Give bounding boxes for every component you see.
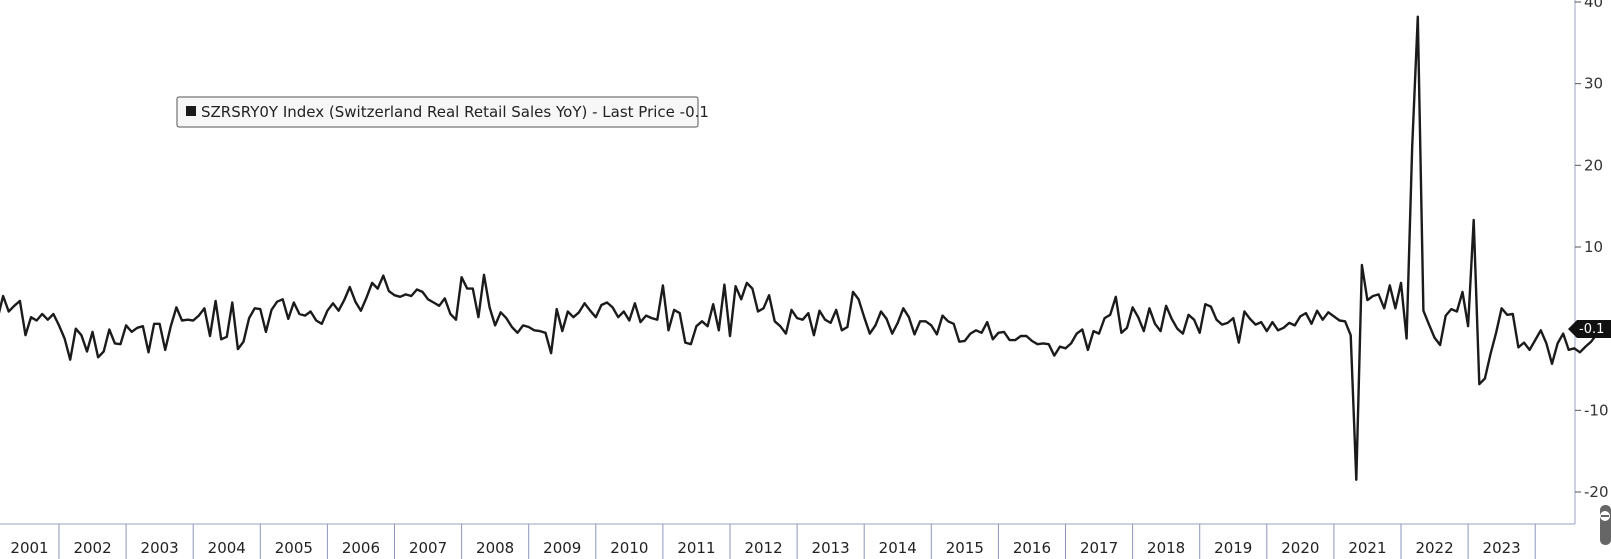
x-tick-label: 2010	[610, 539, 648, 557]
x-tick-label: 2007	[409, 539, 447, 557]
last-price-tag-shape	[1568, 320, 1611, 338]
x-tick-label: 2001	[10, 539, 48, 557]
x-tick-label: 2020	[1281, 539, 1319, 557]
y-tick-label: -10	[1584, 401, 1609, 419]
x-tick-label: 2019	[1214, 539, 1252, 557]
last-price-tag: -0.1	[1568, 320, 1611, 338]
x-tick-label: 2017	[1080, 539, 1118, 557]
x-tick-label: 2016	[1013, 539, 1051, 557]
x-tick-label: 2012	[744, 539, 782, 557]
legend-box	[176, 96, 699, 128]
y-tick-label: 20	[1584, 156, 1603, 174]
y-tick-label: 10	[1584, 238, 1603, 256]
x-tick-label: 2022	[1415, 539, 1453, 557]
last-price-label: -0.1	[1579, 322, 1604, 337]
x-tick-label: 2004	[208, 539, 246, 557]
y-axis: -20 -10 10 20 30 40	[1574, 0, 1609, 524]
x-tick-label: 2013	[812, 539, 850, 557]
x-axis: 2001 2002 2003 2004 2005 2006 2007 2008 2009 2010…	[0, 523, 1575, 559]
series-layer	[0, 15, 1611, 481]
collapse-icon[interactable]	[1600, 505, 1611, 545]
x-tick-label: 2009	[543, 539, 581, 557]
x-tick-label: 2015	[946, 539, 984, 557]
legend-swatch-icon	[186, 106, 196, 116]
x-tick-label: 2011	[677, 539, 715, 557]
series-line	[0, 15, 1611, 481]
legend[interactable]: SZRSRY0Y Index (Switzerland Real Retail …	[176, 96, 709, 128]
legend-label: SZRSRY0Y Index (Switzerland Real Retail …	[201, 103, 709, 121]
x-tick-label: 2018	[1147, 539, 1185, 557]
x-tick-label: 2003	[141, 539, 179, 557]
y-tick-label: 40	[1584, 0, 1603, 11]
x-tick-label: 2006	[342, 539, 380, 557]
y-tick-label: 30	[1584, 75, 1603, 93]
x-tick-label: 2005	[275, 539, 313, 557]
x-tick-label: 2021	[1348, 539, 1386, 557]
y-tick-label: -20	[1584, 483, 1609, 501]
x-tick-label: 2014	[879, 539, 917, 557]
x-tick-label: 2023	[1483, 539, 1521, 557]
x-tick-label: 2008	[476, 539, 514, 557]
x-tick-label: 2002	[73, 539, 111, 557]
